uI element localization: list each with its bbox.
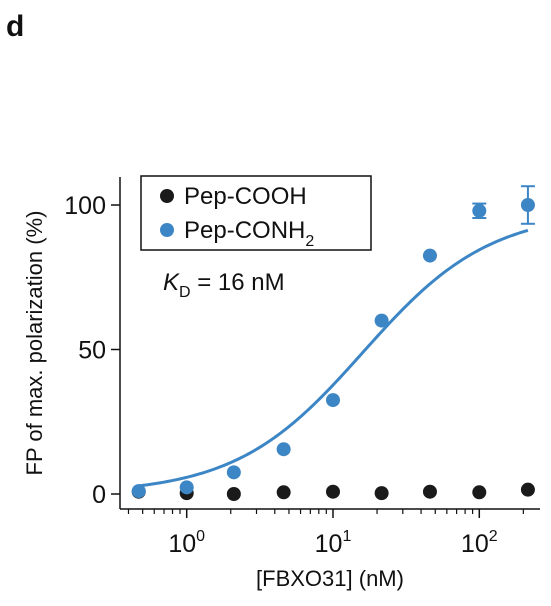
point-pep-conh2: [276, 442, 291, 457]
legend-label-pep-conh2: Pep-CONH2: [184, 217, 314, 250]
panel-label: d: [6, 10, 24, 43]
y-tick-label: 100: [64, 192, 106, 220]
point-pep-cooh: [374, 486, 389, 501]
x-tick-label: 101: [315, 528, 352, 558]
point-pep-conh2: [179, 480, 194, 495]
point-pep-cooh: [472, 485, 487, 500]
point-pep-conh2: [472, 203, 487, 218]
legend-marker-pep-cooh: [160, 189, 174, 203]
y-ticks: 0 50 100: [64, 192, 120, 509]
y-tick-label: 50: [78, 337, 106, 365]
x-tick-label: 102: [461, 528, 498, 558]
point-pep-cooh: [226, 487, 241, 501]
legend-label-pep-cooh: Pep-COOH: [184, 183, 307, 210]
x-tick-label: 100: [168, 528, 205, 558]
kd-annotation: KD = 16 nM: [163, 269, 285, 301]
point-pep-cooh: [422, 484, 437, 499]
axes: [119, 177, 540, 510]
point-pep-conh2: [226, 465, 241, 480]
data-points: [131, 185, 535, 501]
point-pep-cooh: [325, 484, 340, 499]
point-pep-conh2: [325, 393, 340, 408]
point-pep-cooh: [520, 482, 535, 497]
y-axis-title: FP of max. polarization (%): [22, 211, 47, 476]
y-tick-label: 0: [92, 481, 106, 509]
point-pep-conh2: [374, 313, 389, 328]
point-pep-conh2: [422, 248, 437, 263]
legend: Pep-COOH Pep-CONH2: [140, 175, 372, 251]
x-ticks: 100 101 102: [127, 509, 524, 558]
x-axis-title: [FBXO31] (nM): [256, 566, 404, 591]
point-pep-cooh: [276, 485, 291, 500]
point-pep-conh2: [131, 484, 146, 499]
legend-marker-pep-conh2: [160, 223, 174, 237]
point-pep-conh2: [520, 198, 535, 212]
legend-box: [140, 175, 372, 251]
fit-curve: [138, 228, 529, 488]
